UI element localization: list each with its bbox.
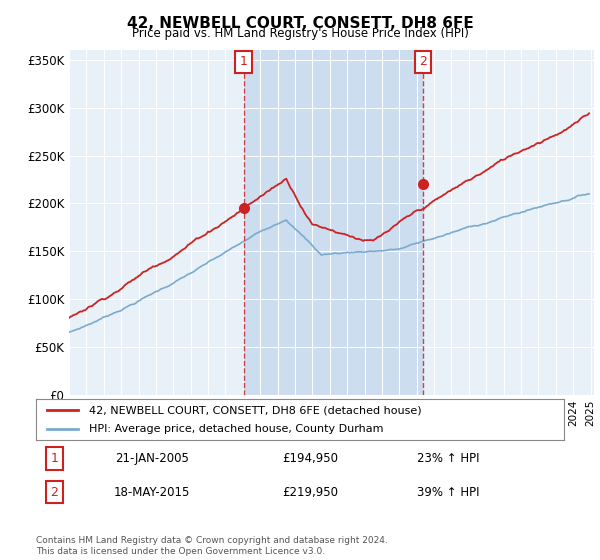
Text: 2: 2 <box>50 486 58 499</box>
Text: 39% ↑ HPI: 39% ↑ HPI <box>416 486 479 499</box>
Text: 1: 1 <box>240 55 248 68</box>
Text: 18-MAY-2015: 18-MAY-2015 <box>114 486 190 499</box>
Text: £219,950: £219,950 <box>283 486 338 499</box>
Text: 21-JAN-2005: 21-JAN-2005 <box>115 452 189 465</box>
Bar <box>244 50 423 395</box>
Text: HPI: Average price, detached house, County Durham: HPI: Average price, detached house, Coun… <box>89 424 383 433</box>
Text: 42, NEWBELL COURT, CONSETT, DH8 6FE: 42, NEWBELL COURT, CONSETT, DH8 6FE <box>127 16 473 31</box>
Text: 23% ↑ HPI: 23% ↑ HPI <box>416 452 479 465</box>
Text: 1: 1 <box>50 452 58 465</box>
Text: 2: 2 <box>419 55 427 68</box>
Text: £194,950: £194,950 <box>283 452 338 465</box>
Text: Contains HM Land Registry data © Crown copyright and database right 2024.
This d: Contains HM Land Registry data © Crown c… <box>36 536 388 556</box>
Text: Price paid vs. HM Land Registry's House Price Index (HPI): Price paid vs. HM Land Registry's House … <box>131 27 469 40</box>
Text: 42, NEWBELL COURT, CONSETT, DH8 6FE (detached house): 42, NEWBELL COURT, CONSETT, DH8 6FE (det… <box>89 405 421 415</box>
